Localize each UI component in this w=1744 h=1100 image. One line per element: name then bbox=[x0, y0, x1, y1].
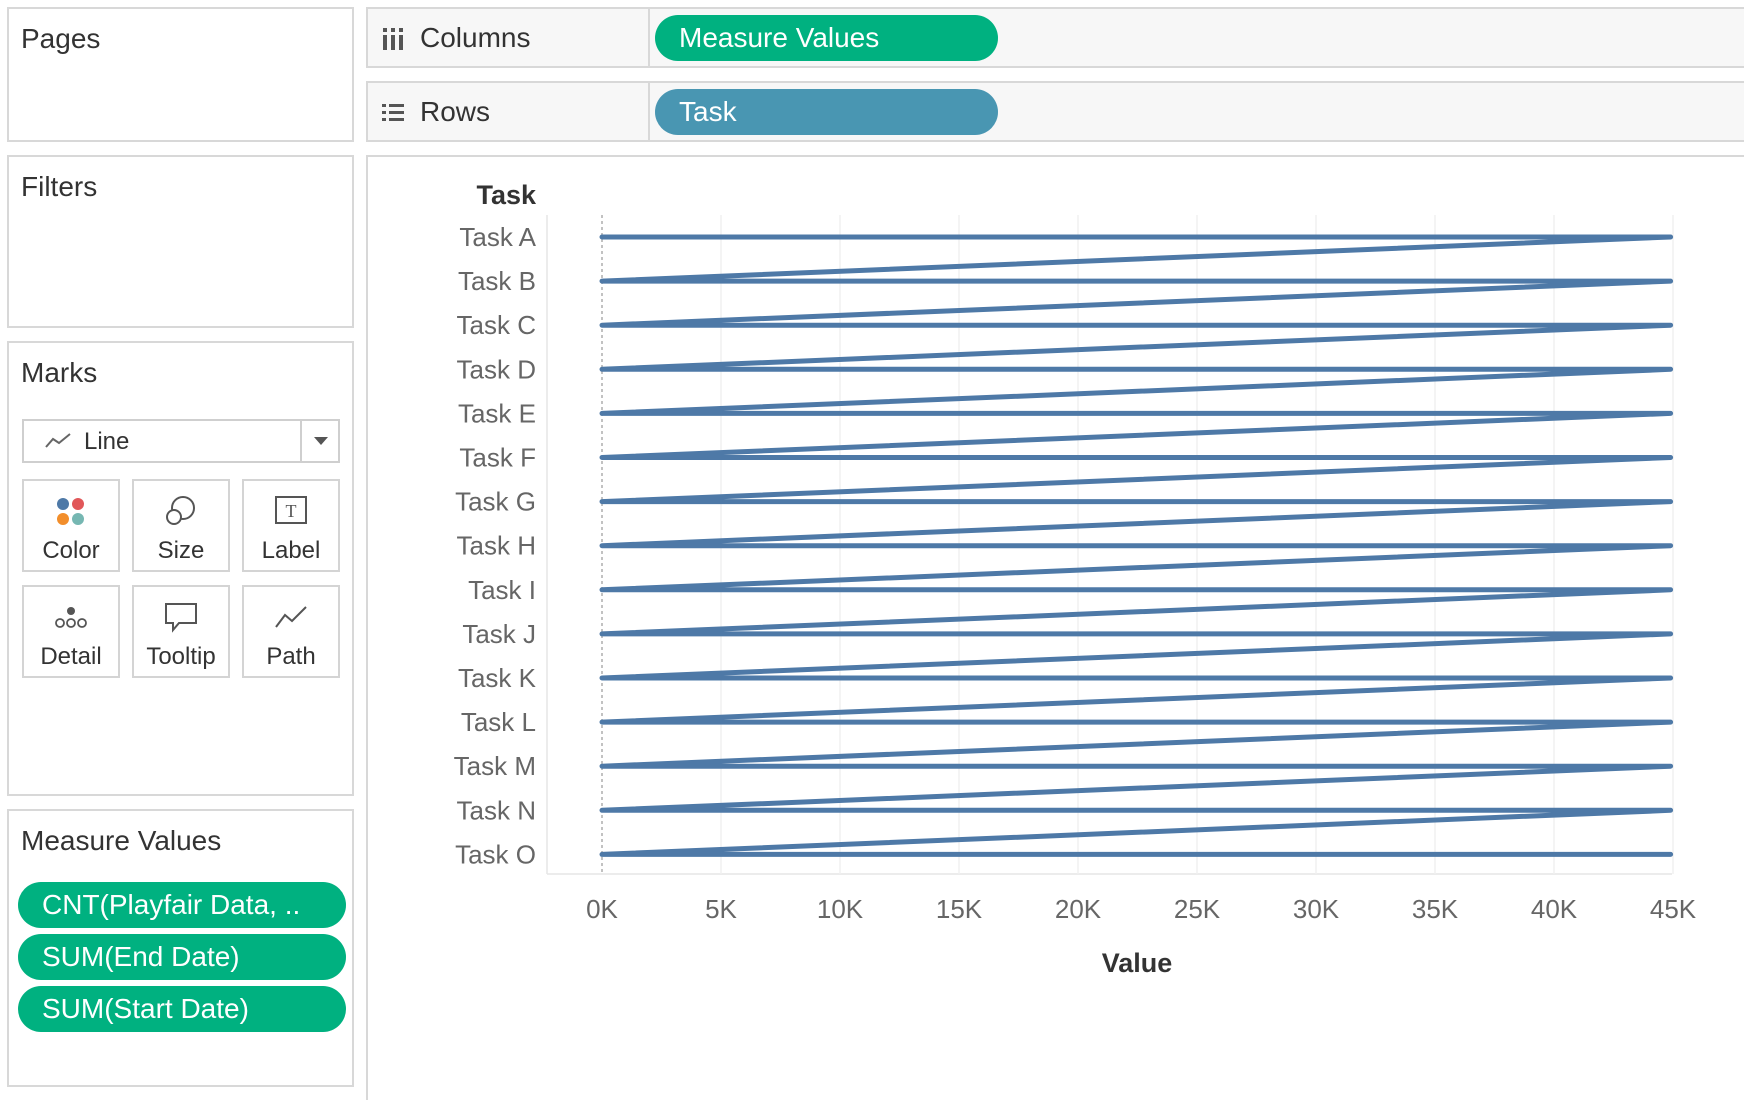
mark-type-label: Line bbox=[84, 428, 130, 455]
label-button[interactable]: T Label bbox=[242, 479, 340, 572]
rows-label: Rows bbox=[420, 96, 491, 127]
category-label: Task N bbox=[457, 795, 536, 825]
path-label: Path bbox=[266, 643, 316, 670]
chevron-down-icon bbox=[314, 437, 328, 445]
measure-values-title: Measure Values bbox=[21, 825, 222, 856]
view-area bbox=[366, 155, 1744, 1100]
category-label: Task L bbox=[461, 707, 536, 737]
path-button[interactable]: Path bbox=[242, 585, 340, 678]
x-tick-label: 5K bbox=[705, 894, 737, 924]
x-axis-title: Value bbox=[1102, 948, 1173, 978]
label-icon: T bbox=[275, 496, 307, 524]
columns-label: Columns bbox=[420, 22, 531, 53]
detail-label: Detail bbox=[40, 643, 102, 670]
category-label: Task B bbox=[458, 266, 536, 296]
x-tick-label: 15K bbox=[936, 894, 983, 924]
x-tick-label: 20K bbox=[1055, 894, 1102, 924]
category-label: Task E bbox=[458, 398, 536, 428]
path-icon bbox=[275, 606, 307, 628]
x-tick-label: 35K bbox=[1412, 894, 1459, 924]
tooltip-button[interactable]: Tooltip bbox=[132, 585, 230, 678]
tooltip-label: Tooltip bbox=[146, 643, 216, 670]
measure-values-card: Measure Values CNT(Playfair Data, .. SUM… bbox=[7, 809, 354, 1087]
marks-card: Marks Line Color Size T Label bbox=[7, 341, 354, 796]
size-icon bbox=[166, 496, 195, 525]
columns-shelf[interactable]: Columns Measure Values bbox=[366, 7, 1744, 68]
filters-title: Filters bbox=[21, 171, 98, 202]
category-label: Task J bbox=[462, 619, 536, 649]
tooltip-icon bbox=[165, 603, 197, 633]
category-label: Task O bbox=[455, 839, 536, 869]
detail-button[interactable]: Detail bbox=[22, 585, 120, 678]
pages-title: Pages bbox=[21, 23, 101, 54]
category-label: Task H bbox=[457, 531, 536, 561]
series-line bbox=[599, 234, 1674, 857]
rows-icon bbox=[382, 104, 404, 121]
category-label: Task A bbox=[459, 222, 536, 252]
svg-text:T: T bbox=[286, 501, 297, 521]
columns-measure-values-pill[interactable]: Measure Values bbox=[655, 15, 998, 61]
columns-icon bbox=[383, 28, 403, 50]
rows-shelf-label-area: Rows bbox=[368, 83, 650, 140]
category-label: Task I bbox=[468, 575, 536, 605]
color-label: Color bbox=[42, 537, 100, 564]
measure-pill-cnt-playfair[interactable]: CNT(Playfair Data, .. bbox=[18, 882, 346, 928]
filters-shelf[interactable]: Filters bbox=[7, 155, 354, 328]
x-tick-label: 25K bbox=[1174, 894, 1221, 924]
measure-pill-sum-start-date[interactable]: SUM(Start Date) bbox=[18, 986, 346, 1032]
category-label: Task G bbox=[455, 487, 536, 517]
columns-shelf-label-area: Columns bbox=[368, 9, 650, 66]
category-label: Task M bbox=[454, 751, 536, 781]
category-label: Task K bbox=[458, 663, 537, 693]
dropdown-separator bbox=[300, 421, 302, 461]
color-icon bbox=[57, 498, 84, 525]
rows-task-pill[interactable]: Task bbox=[655, 89, 998, 135]
size-button[interactable]: Size bbox=[132, 479, 230, 572]
detail-icon bbox=[55, 607, 87, 628]
category-label: Task D bbox=[457, 354, 536, 384]
x-tick-label: 0K bbox=[586, 894, 618, 924]
rows-shelf[interactable]: Rows Task bbox=[366, 81, 1744, 142]
x-tick-label: 45K bbox=[1650, 894, 1697, 924]
measure-pill-sum-end-date[interactable]: SUM(End Date) bbox=[18, 934, 346, 980]
category-label: Task F bbox=[459, 443, 536, 473]
pages-shelf[interactable]: Pages bbox=[7, 7, 354, 142]
marks-title: Marks bbox=[21, 357, 98, 388]
color-button[interactable]: Color bbox=[22, 479, 120, 572]
label-label: Label bbox=[261, 537, 321, 564]
line-mark-icon bbox=[45, 433, 71, 448]
x-tick-label: 30K bbox=[1293, 894, 1340, 924]
size-label: Size bbox=[157, 537, 205, 564]
mark-type-dropdown[interactable]: Line bbox=[22, 419, 340, 463]
x-tick-label: 40K bbox=[1531, 894, 1578, 924]
category-label: Task C bbox=[457, 310, 536, 340]
x-tick-label: 10K bbox=[817, 894, 864, 924]
row-header: Task bbox=[476, 180, 537, 210]
